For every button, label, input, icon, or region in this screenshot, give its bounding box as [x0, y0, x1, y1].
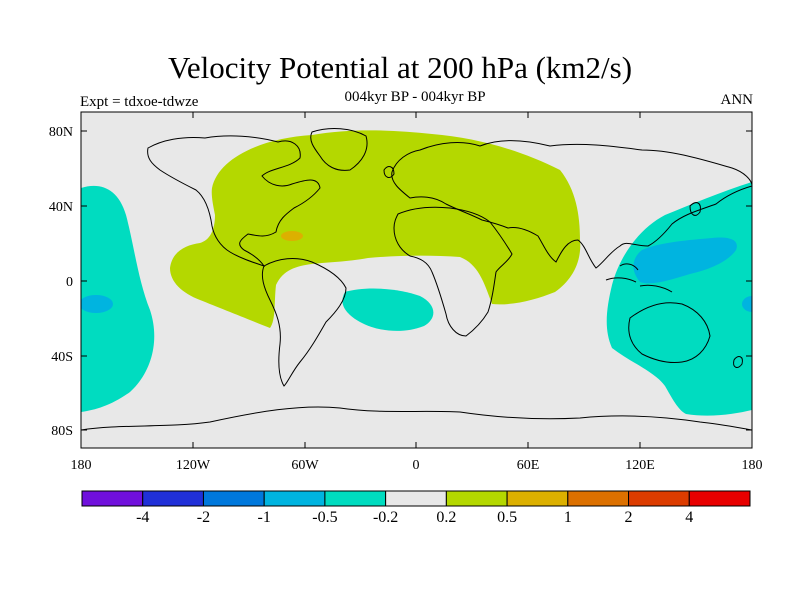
map-subtitle: 004kyr BP - 004kyr BP: [344, 89, 486, 105]
colorbar-label: 4: [685, 509, 693, 526]
contour-negative-mid-dateline: [742, 296, 752, 312]
colorbar-box: [385, 490, 447, 507]
coastline-eurasia: [391, 140, 752, 269]
contour-positive-mid: [281, 231, 303, 241]
lon-label-120w: 120W: [176, 458, 211, 473]
coastline-japan: [689, 202, 701, 216]
colorbar-box: [142, 490, 204, 507]
colorbar: [81, 490, 751, 507]
colorbar-label: -4: [136, 509, 149, 526]
contour-positive-main: [170, 130, 581, 328]
colorbar-box: [567, 490, 630, 507]
lat-label-80s: 80S: [51, 424, 73, 439]
colorbar-box: [202, 490, 265, 507]
page-title: Velocity Potential at 200 hPa (km2/s): [167, 50, 633, 85]
colorbar-label: -1: [258, 509, 271, 526]
lat-label-40s: 40S: [51, 350, 73, 365]
coastline-africa: [393, 206, 513, 337]
lat-tick-marks: [81, 130, 752, 431]
lon-label-180w: 180: [71, 458, 92, 473]
contour-negative-east-pacific: [81, 185, 155, 412]
lat-label-40n: 40N: [49, 200, 73, 215]
contour-negative-south-atlantic: [342, 288, 434, 331]
lon-label-60w: 60W: [291, 458, 319, 473]
coastlines: [81, 128, 752, 431]
coastline-new-zealand: [733, 356, 743, 368]
lon-label-180e: 180: [742, 458, 763, 473]
lon-label-60e: 60E: [517, 458, 540, 473]
colorbar-box: [263, 490, 326, 507]
coastline-indonesia: [605, 263, 673, 293]
lat-label-80n: 80N: [49, 125, 73, 140]
colorbar-label: 0.2: [436, 509, 456, 526]
lon-label-120e: 120E: [625, 458, 655, 473]
contour-layer: [81, 130, 752, 416]
colorbar-box: [445, 490, 508, 507]
season-label: ANN: [720, 92, 754, 108]
colorbar-label: -0.5: [312, 509, 337, 526]
contour-negative-mid-west-pacific: [633, 237, 737, 284]
coastline-antarctica: [81, 406, 752, 431]
coastline-british-isles: [383, 166, 395, 178]
lon-tick-marks: [192, 112, 641, 448]
colorbar-box: [81, 490, 144, 507]
coastline-australia: [628, 302, 711, 363]
colorbar-box: [688, 490, 751, 507]
colorbar-label: 2: [625, 509, 633, 526]
contour-negative-mid-east-pacific: [81, 295, 113, 313]
coastline-north-america: [147, 135, 321, 267]
lat-label-eq: 0: [66, 275, 73, 290]
colorbar-label: -0.2: [373, 509, 398, 526]
coastline-greenland: [310, 128, 368, 171]
colorbar-labels: -4 -2 -1 -0.5 -0.2 0.2 0.5 1 2 4: [136, 509, 693, 526]
coastline-south-america: [261, 258, 347, 387]
lon-label-0: 0: [413, 458, 420, 473]
colorbar-box: [324, 490, 387, 507]
colorbar-box: [506, 490, 569, 507]
colorbar-label: 1: [564, 509, 572, 526]
colorbar-label: -2: [197, 509, 210, 526]
experiment-label: Expt = tdxoe-tdwze: [80, 94, 199, 110]
colorbar-box: [628, 490, 690, 507]
colorbar-label: 0.5: [497, 509, 517, 526]
